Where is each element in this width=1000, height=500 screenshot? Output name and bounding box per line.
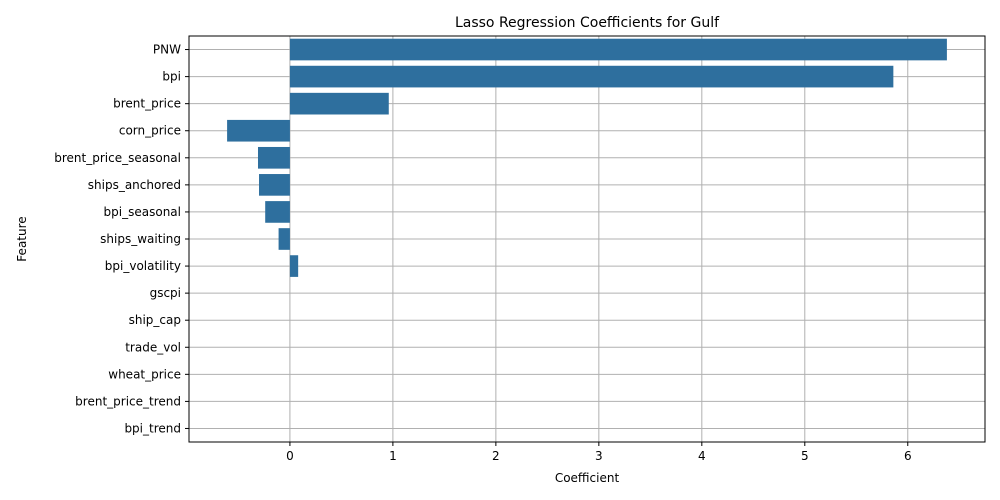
x-tick-label: 4 — [698, 449, 706, 463]
bar — [289, 255, 299, 277]
y-tick-label: corn_price — [119, 124, 181, 138]
bar — [265, 201, 290, 223]
y-tick-label: PNW — [153, 43, 181, 57]
bar — [227, 119, 290, 142]
y-tick-label: gscpi — [150, 286, 181, 300]
y-tick-label: ships_waiting — [100, 232, 181, 246]
bar — [259, 174, 290, 196]
y-tick-label: wheat_price — [108, 367, 181, 381]
y-tick-label: bpi_trend — [124, 421, 181, 435]
x-tick-label: 1 — [389, 449, 397, 463]
x-tick-label: 0 — [286, 449, 294, 463]
y-tick-label: brent_price_seasonal — [54, 151, 181, 165]
y-axis-ticks: PNW bpi brent_price corn_price brent_price_s… — [54, 43, 189, 435]
y-tick-label: bpi_volatility — [105, 259, 181, 273]
y-tick-label: brent_price — [113, 97, 181, 111]
bar — [278, 228, 290, 250]
bar — [289, 38, 947, 61]
x-tick-label: 3 — [595, 449, 603, 463]
x-tick-label: 5 — [801, 449, 809, 463]
bars — [227, 38, 947, 277]
x-tick-label: 2 — [492, 449, 500, 463]
bar — [289, 92, 389, 115]
x-axis-ticks: 0 1 2 3 4 5 6 — [286, 442, 912, 463]
y-tick-label: bpi_seasonal — [104, 205, 181, 219]
bar — [289, 65, 894, 88]
chart-title: Lasso Regression Coefficients for Gulf — [455, 15, 720, 31]
y-tick-label: trade_vol — [125, 340, 181, 354]
y-tick-label: ship_cap — [129, 313, 181, 327]
y-tick-label: brent_price_trend — [75, 394, 181, 408]
y-tick-label: ships_anchored — [88, 178, 181, 192]
x-axis-title: Coefficient — [555, 471, 620, 485]
x-tick-label: 6 — [904, 449, 912, 463]
y-axis-title: Feature — [15, 216, 29, 261]
y-tick-label: bpi — [162, 70, 181, 84]
bar — [257, 146, 290, 169]
